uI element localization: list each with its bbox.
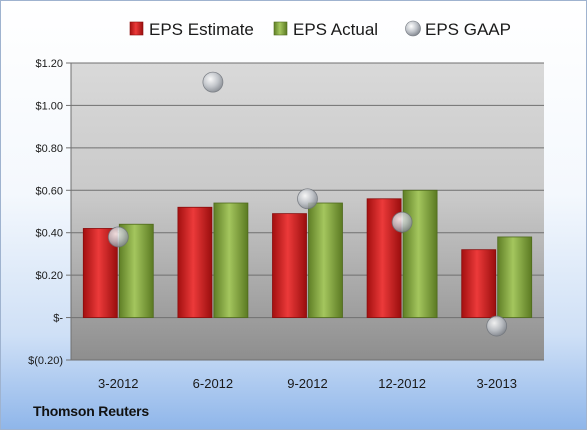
x-tick-label: 3-2012: [98, 376, 138, 391]
x-tick-label: 3-2013: [476, 376, 516, 391]
legend-swatch-0: [129, 21, 144, 36]
point-eps-gaap: [107, 226, 129, 248]
legend-swatch-1: [273, 21, 288, 36]
legend-label: EPS GAAP: [425, 20, 511, 39]
point-eps-gaap: [297, 188, 318, 210]
y-tick-label: $1.00: [35, 100, 63, 112]
legend-label: EPS Actual: [293, 20, 378, 39]
y-tick-label: $0.40: [35, 228, 63, 240]
x-tick-label: 12-2012: [378, 376, 426, 391]
bar-eps-estimate: [82, 228, 118, 318]
bar-eps-actual: [402, 189, 438, 318]
point-eps-gaap: [486, 315, 508, 337]
x-tick-label: 9-2012: [287, 376, 327, 391]
point-eps-gaap: [202, 71, 224, 93]
y-tick-label: $-: [53, 313, 63, 325]
source-label: Thomson Reuters: [33, 403, 150, 419]
bar-eps-actual: [308, 202, 343, 318]
bar-eps-actual: [497, 236, 533, 318]
y-tick-label: $0.60: [35, 185, 63, 197]
bar-eps-actual: [213, 202, 249, 318]
y-tick-label: $1.20: [35, 58, 63, 70]
bar-eps-estimate: [177, 206, 213, 318]
bar-eps-estimate: [272, 213, 307, 318]
x-tick-label: 6-2012: [193, 376, 233, 391]
bar-eps-estimate: [461, 249, 497, 318]
legend-label: EPS Estimate: [149, 20, 254, 39]
y-tick-label: $(0.20): [28, 355, 63, 367]
legend-swatch-2: [405, 20, 421, 37]
point-eps-gaap: [391, 211, 413, 233]
y-tick-label: $0.80: [35, 143, 63, 155]
y-tick-label: $0.20: [35, 270, 63, 282]
